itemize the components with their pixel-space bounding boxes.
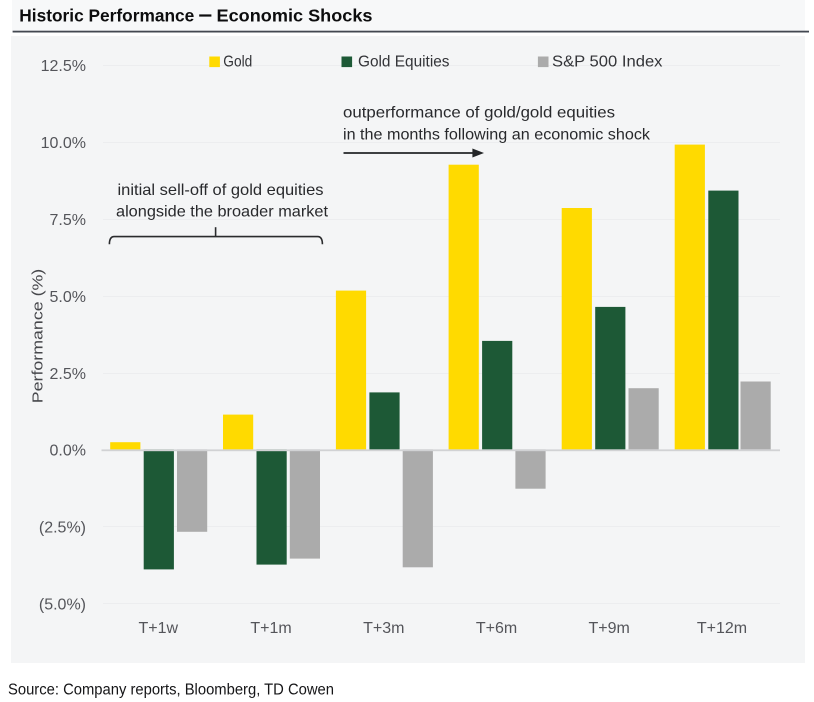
svg-text:(2.5%): (2.5%) xyxy=(39,520,86,537)
svg-text:Historic Performance: Historic Performance xyxy=(19,6,194,26)
svg-text:Performance (%): Performance (%) xyxy=(30,269,47,404)
svg-text:7.5%: 7.5% xyxy=(50,212,86,229)
svg-text:T+12m: T+12m xyxy=(697,620,747,637)
svg-text:2.5%: 2.5% xyxy=(50,366,86,383)
svg-text:in the months following an eco: in the months following an economic shoc… xyxy=(343,127,651,144)
svg-text:initial sell-off of gold equit: initial sell-off of gold equities xyxy=(118,182,324,199)
svg-text:Gold Equities: Gold Equities xyxy=(358,54,450,71)
svg-text:outperformance of gold/gold eq: outperformance of gold/gold equities xyxy=(343,104,615,121)
svg-text:12.5%: 12.5% xyxy=(41,58,86,75)
svg-text:T+3m: T+3m xyxy=(363,620,404,637)
svg-text:T+1w: T+1w xyxy=(139,620,179,637)
svg-text:0.0%: 0.0% xyxy=(50,443,86,460)
svg-text:10.0%: 10.0% xyxy=(41,135,86,152)
svg-text:alongside the broader market: alongside the broader market xyxy=(116,204,329,221)
svg-text:T+6m: T+6m xyxy=(476,620,517,637)
svg-text:T+9m: T+9m xyxy=(589,620,630,637)
svg-text:S&P 500 Index: S&P 500 Index xyxy=(552,54,663,71)
svg-text:Gold: Gold xyxy=(223,54,252,71)
svg-text:T+1m: T+1m xyxy=(250,620,291,637)
svg-text:5.0%: 5.0% xyxy=(50,289,86,306)
svg-text:Source: Company reports, Bloom: Source: Company reports, Bloomberg, TD C… xyxy=(8,682,334,699)
svg-text:(5.0%): (5.0%) xyxy=(39,597,86,614)
svg-text:Economic Shocks: Economic Shocks xyxy=(217,6,373,26)
